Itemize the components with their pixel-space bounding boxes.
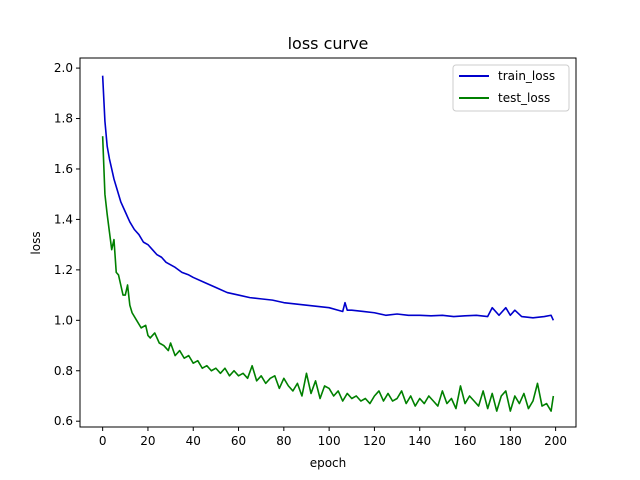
y-tick-label: 0.8 <box>54 364 73 378</box>
x-tick-label: 40 <box>186 434 201 448</box>
x-tick-label: 60 <box>231 434 246 448</box>
x-axis-ticks: 0 20 40 60 80 100 120 140 160 180 200 <box>99 427 567 448</box>
series-line-test-loss <box>101 136 555 412</box>
x-tick-label: 160 <box>454 434 477 448</box>
x-tick-label: 80 <box>276 434 291 448</box>
series-group <box>101 75 555 412</box>
plot-frame <box>79 57 577 428</box>
x-tick-label: 0 <box>99 434 107 448</box>
legend-label-train-loss: train_loss <box>498 69 555 83</box>
y-tick-label: 1.0 <box>54 313 73 327</box>
x-tick-label: 20 <box>140 434 155 448</box>
legend: train_loss test_loss <box>452 64 570 112</box>
legend-label-test-loss: test_loss <box>498 91 550 105</box>
series-line-train-loss <box>101 75 555 321</box>
x-tick-label: 140 <box>408 434 431 448</box>
y-axis-ticks: 0.6 0.8 1.0 1.2 1.4 1.6 1.8 2.0 <box>54 61 80 428</box>
y-axis-label: loss <box>29 231 43 254</box>
y-tick-label: 1.2 <box>54 263 73 277</box>
x-tick-label: 100 <box>318 434 341 448</box>
y-tick-label: 1.8 <box>54 112 73 126</box>
x-axis-label: epoch <box>310 456 347 470</box>
y-tick-label: 0.6 <box>54 414 73 428</box>
x-tick-label: 200 <box>544 434 567 448</box>
y-tick-label: 1.6 <box>54 162 73 176</box>
chart-title: loss curve <box>288 34 369 53</box>
plot-area: 0 20 40 60 80 100 120 140 160 180 200 0.6 0.8 1.0 1.2… <box>54 57 577 448</box>
y-tick-label: 1.4 <box>54 212 73 226</box>
x-tick-label: 120 <box>363 434 386 448</box>
x-tick-label: 180 <box>499 434 522 448</box>
y-tick-label: 2.0 <box>54 61 73 75</box>
